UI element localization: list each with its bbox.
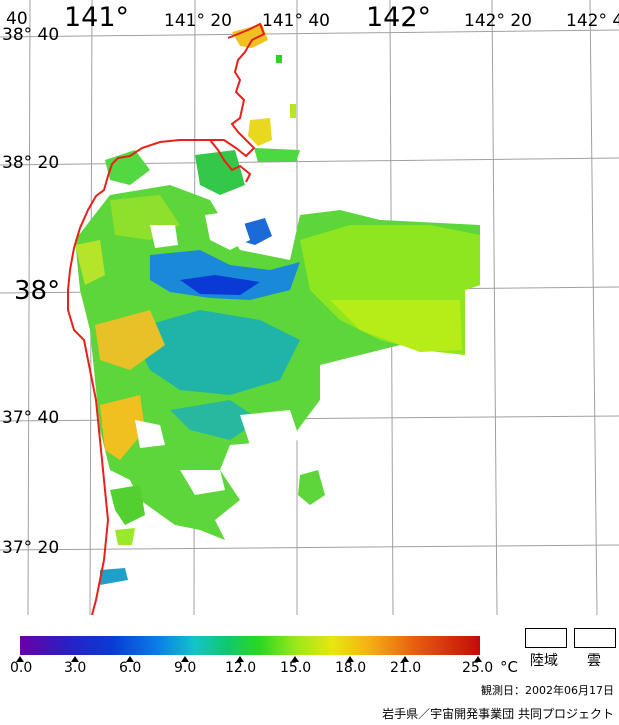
lat-label-38: 38° bbox=[14, 276, 61, 306]
no-data-gap-4 bbox=[180, 470, 225, 495]
tick-marker bbox=[236, 656, 244, 662]
lat-label-38-40: 38° 40 bbox=[2, 25, 60, 45]
coastline-bay-detail bbox=[209, 139, 252, 183]
no-data-gap-1 bbox=[205, 210, 250, 250]
sst-patch-north-strip-3 bbox=[254, 148, 300, 162]
tick-marker bbox=[16, 656, 24, 662]
parallel-38-20 bbox=[0, 157, 619, 166]
sst-patch-north-strip bbox=[232, 24, 268, 48]
tick-marker bbox=[126, 656, 134, 662]
tick-marker bbox=[346, 656, 354, 662]
lon-label-141-20: 141° 20 bbox=[164, 11, 232, 31]
cloud-legend-label: 雲 bbox=[587, 653, 601, 669]
sst-patch-south-2 bbox=[115, 528, 135, 545]
meridian-140-40 bbox=[27, 0, 31, 615]
map-area bbox=[0, 0, 619, 615]
sst-patch-nw-2 bbox=[195, 150, 245, 195]
tick-marker bbox=[401, 656, 409, 662]
colorbar-tick-label: 15.0 bbox=[280, 660, 312, 676]
sst-patch-north-strip-2 bbox=[248, 118, 272, 146]
no-data-gap-5 bbox=[240, 410, 300, 445]
lat-label-37-20: 37° 20 bbox=[2, 538, 60, 558]
colorbar-tick-label: 3.0 bbox=[64, 660, 87, 676]
lon-label-141-40: 141° 40 bbox=[262, 11, 330, 31]
colorbar-tick-label: 9.0 bbox=[174, 660, 197, 676]
cloud-legend-swatch bbox=[574, 628, 616, 648]
coastline bbox=[67, 22, 266, 615]
sst-patch-warm-coast-2 bbox=[100, 395, 145, 460]
lon-label-140-40: 40 bbox=[6, 9, 28, 29]
sst-patch-south-1 bbox=[110, 485, 145, 525]
observation-date: 観測日：2002年06月17日 bbox=[481, 684, 614, 697]
land-legend-label: 陸域 bbox=[530, 653, 558, 669]
lat-label-37-40: 37° 40 bbox=[2, 408, 60, 428]
no-data-gap-3 bbox=[135, 420, 165, 448]
sst-patch-north-dot bbox=[276, 55, 282, 63]
sst-patch-teal-band-2 bbox=[170, 400, 260, 440]
sst-patch-east-island bbox=[298, 470, 325, 505]
sst-patch-teal-band bbox=[130, 310, 300, 395]
land-legend-swatch bbox=[525, 628, 567, 648]
colorbar-tick-label: 25.0 bbox=[462, 660, 494, 676]
tick-marker bbox=[474, 656, 482, 662]
sst-patch-blue-front-core bbox=[180, 275, 260, 295]
lon-label-142-20: 142° 20 bbox=[464, 11, 532, 31]
colorbar-tick-label: 6.0 bbox=[119, 660, 142, 676]
sst-patch-warm-coast-1 bbox=[95, 310, 165, 370]
parallel-37-20 bbox=[0, 544, 619, 551]
colorbar-unit: °C bbox=[500, 658, 518, 676]
colorbar-tick-label: 18.0 bbox=[335, 660, 367, 676]
meridian-142-20 bbox=[491, 0, 498, 615]
sst-patch-east-yellowgreen-2 bbox=[330, 300, 462, 352]
tick-marker bbox=[291, 656, 299, 662]
sst-patch-north-dot-2 bbox=[290, 104, 296, 118]
sst-patch-warm-coast-3 bbox=[75, 240, 105, 285]
lon-label-142-40: 142° 4 bbox=[566, 11, 619, 31]
meridian-142-40 bbox=[589, 0, 598, 615]
colorbar-tick-label: 12.0 bbox=[225, 660, 257, 676]
sst-field bbox=[75, 24, 480, 585]
credit-text: 岩手県／宇宙開発事業団 共同プロジェクト bbox=[382, 707, 614, 721]
sst-patch-blue-front bbox=[150, 250, 300, 300]
sst-patch-south-3 bbox=[100, 568, 128, 585]
temperature-colorbar bbox=[20, 636, 480, 655]
parallel-37-40 bbox=[0, 415, 619, 422]
lat-label-38-20: 38° 20 bbox=[2, 153, 60, 173]
tick-marker bbox=[71, 656, 79, 662]
colorbar-tick-label: 0.0 bbox=[10, 660, 33, 676]
colorbar-tick-label: 21.0 bbox=[390, 660, 422, 676]
lon-label-141: 141° bbox=[64, 2, 130, 33]
tick-marker bbox=[181, 656, 189, 662]
no-data-gap-2 bbox=[150, 225, 178, 248]
parallel-38-40 bbox=[0, 29, 619, 38]
lon-label-142: 142° bbox=[366, 2, 432, 33]
